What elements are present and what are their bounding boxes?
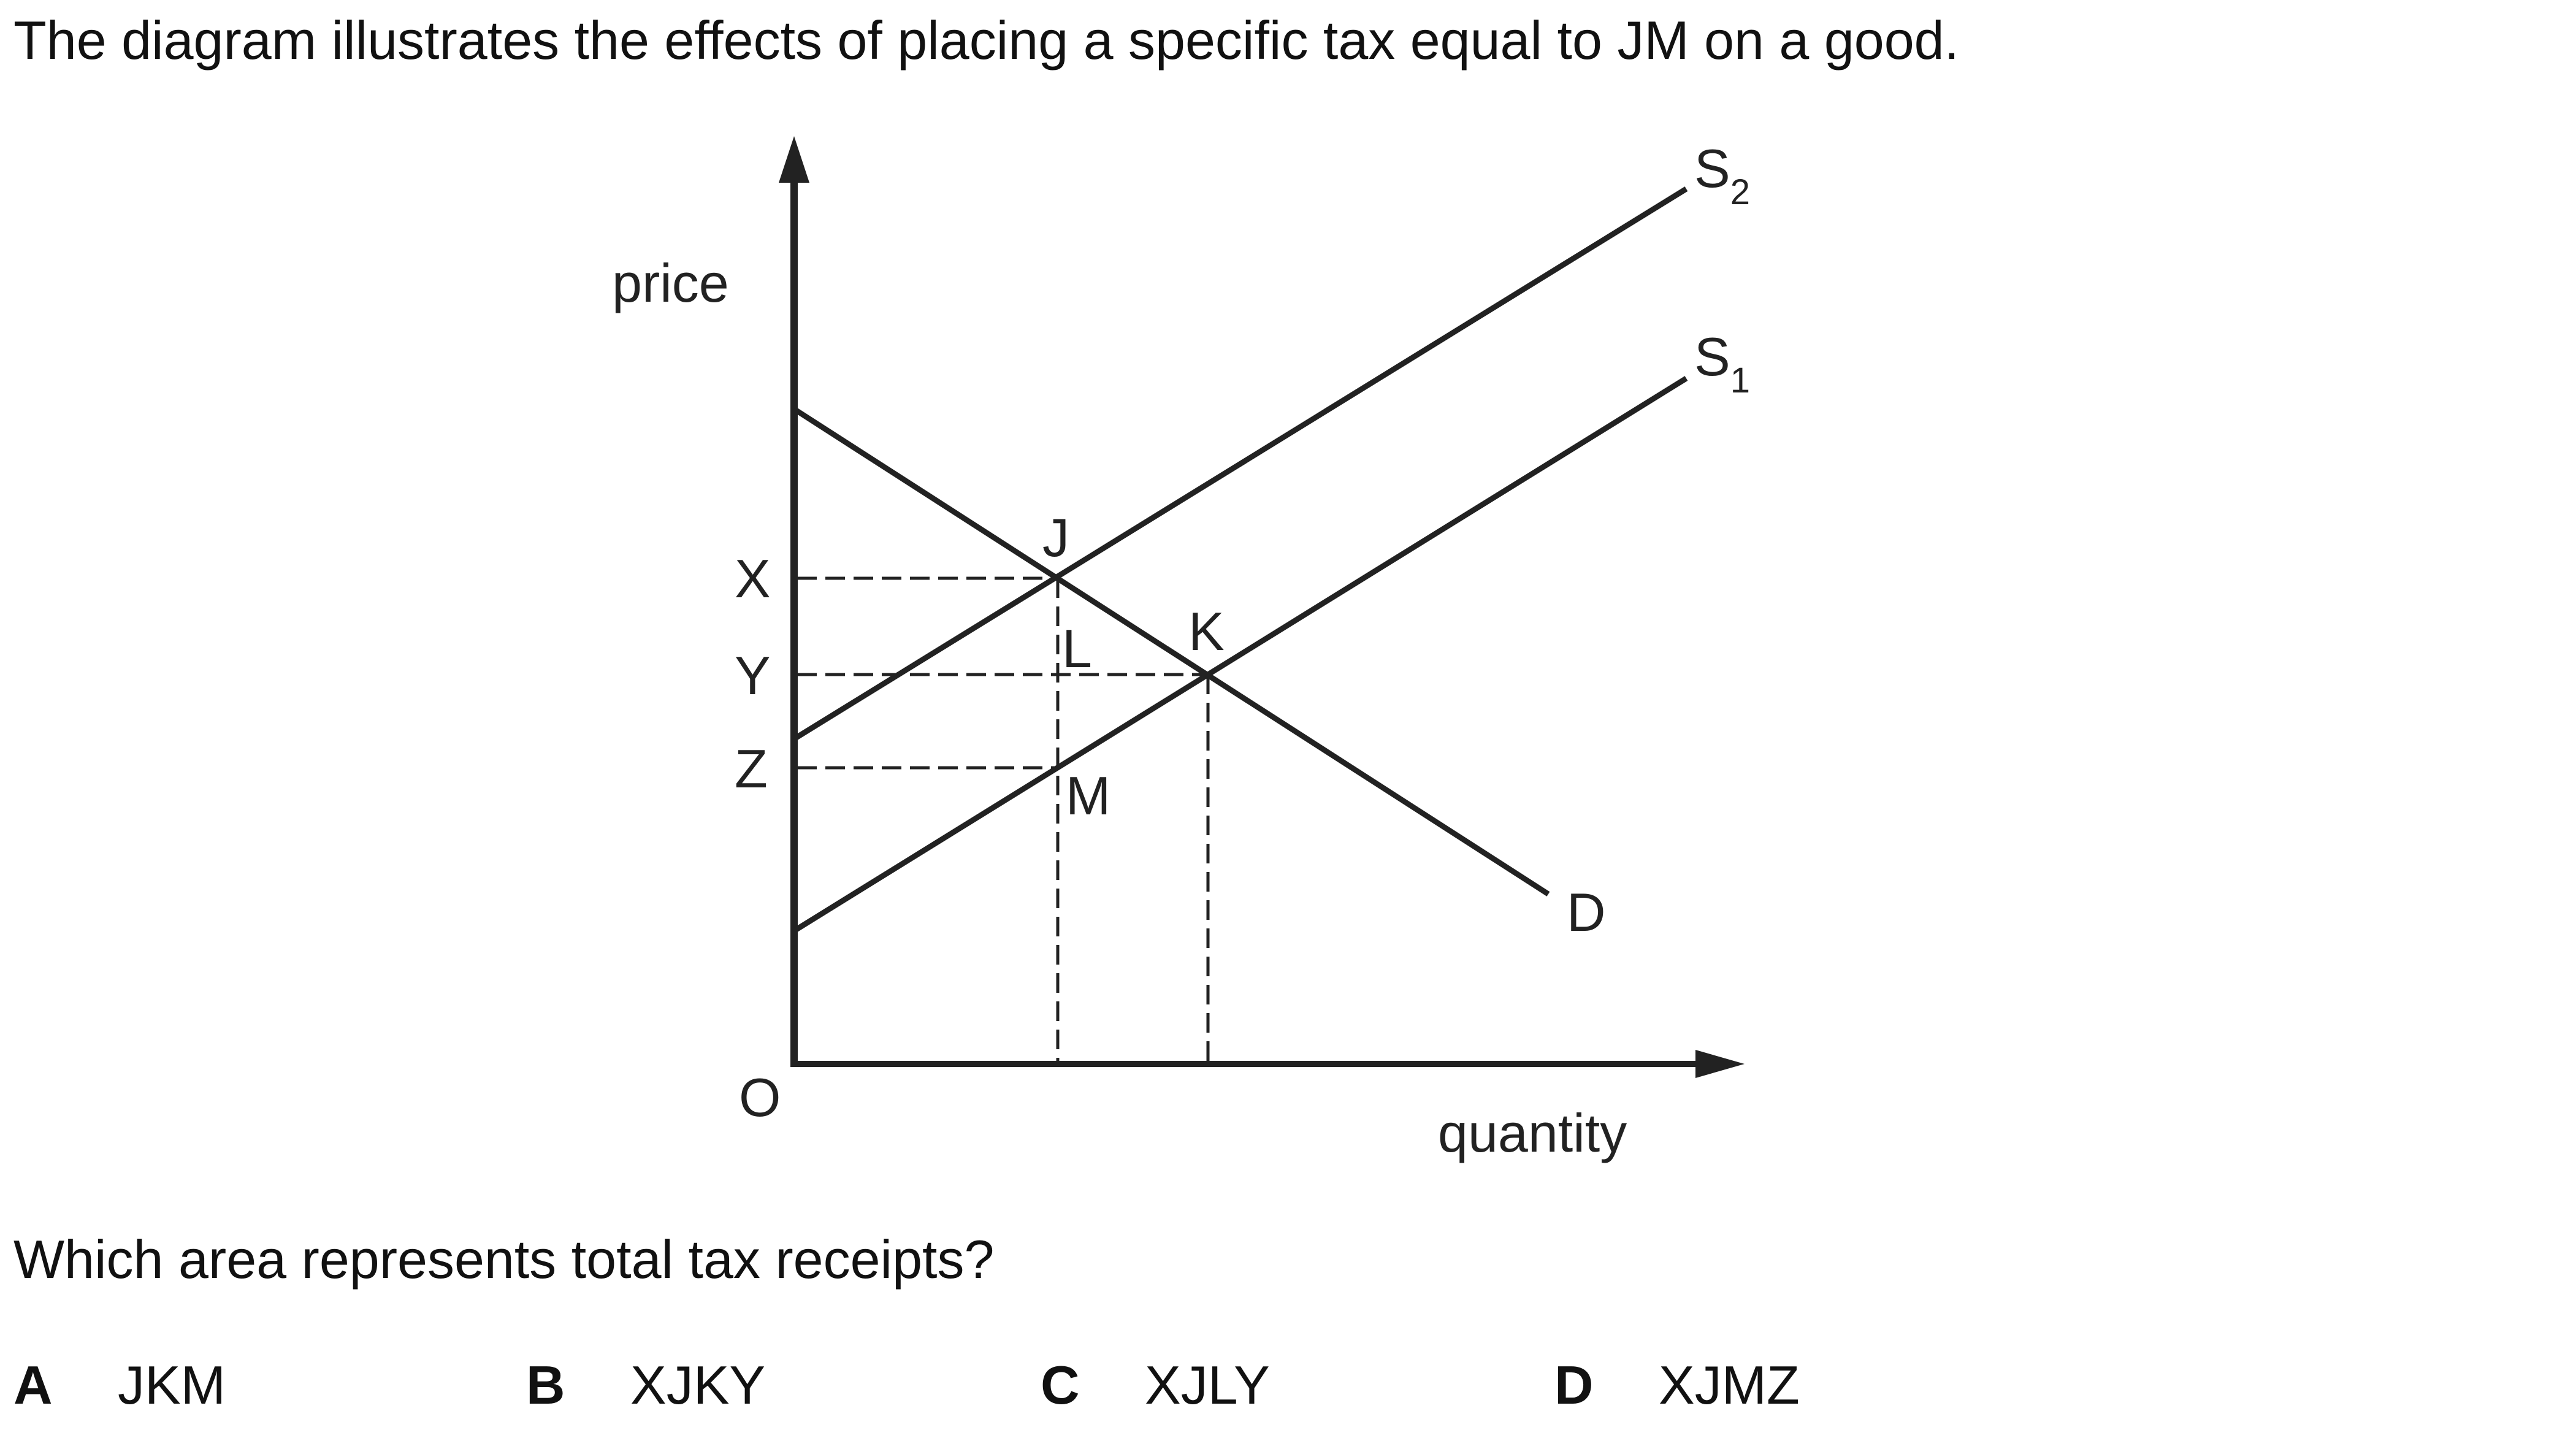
option-d[interactable]: D XJMZ [1554,1358,1800,1412]
option-c-letter: C [1041,1355,1080,1415]
curve-label-s1: S1 [1694,326,1750,400]
price-label-y: Y [735,645,771,706]
option-d-text: XJMZ [1659,1355,1800,1415]
x-axis-arrow [1695,1050,1745,1078]
question-stem: The diagram illustrates the effects of p… [13,10,1960,71]
option-c-text: XJLY [1145,1355,1270,1415]
y-axis-label: price [612,253,729,313]
option-b-letter: B [526,1355,565,1415]
curve-label-s2: S2 [1694,138,1750,212]
option-a-letter: A [13,1355,53,1415]
point-label-k: K [1188,601,1225,662]
supply-curve-s1 [792,376,1688,933]
curve-label-s2-sub: 2 [1730,172,1750,212]
point-label-j: J [1042,507,1069,568]
question-text: Which area represents total tax receipts… [13,1229,995,1290]
supply-curve-s2 [792,186,1688,741]
option-c[interactable]: C XJLY [1041,1358,1270,1412]
option-a-text: JKM [118,1355,226,1415]
origin-label: O [739,1067,781,1128]
curve-label-s1-sub: 1 [1730,361,1750,400]
option-b[interactable]: B XJKY [526,1358,765,1412]
curve-label-d: D [1567,882,1606,943]
point-label-m: M [1066,765,1110,826]
demand-curve-d [792,407,1550,897]
price-label-x: X [735,548,771,609]
y-axis-arrow [779,136,809,183]
x-axis-label: quantity [1438,1103,1627,1163]
option-a[interactable]: A JKM [13,1358,226,1412]
option-b-text: XJKY [630,1355,766,1415]
option-d-letter: D [1554,1355,1594,1415]
price-label-z: Z [735,738,768,799]
point-label-l: L [1062,618,1092,679]
